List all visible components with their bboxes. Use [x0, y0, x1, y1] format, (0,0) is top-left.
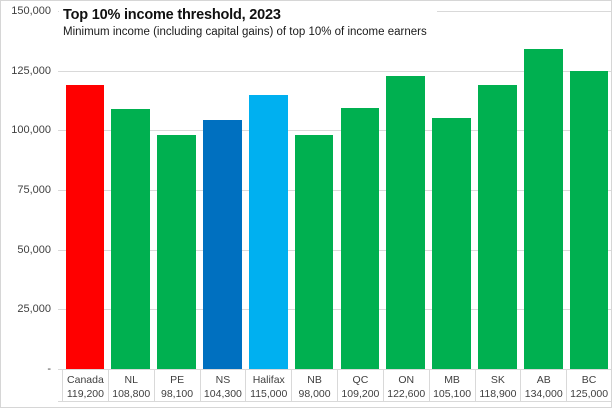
category-value: 109,200 — [341, 388, 380, 400]
category-value: 108,800 — [112, 388, 151, 400]
label-strip-bottom-line — [58, 401, 611, 402]
gridline — [58, 309, 611, 310]
category-name: Canada — [67, 374, 104, 386]
y-axis-tick-label: 100,000 — [11, 124, 51, 136]
x-axis-label-sk: SK 118,900 — [474, 370, 521, 401]
x-axis-label-qc: QC 109,200 — [337, 370, 383, 401]
x-axis-label-on: ON 122,600 — [382, 370, 429, 401]
category-name: ON — [398, 374, 415, 386]
x-axis-label-nb: NB 98,000 — [291, 370, 337, 401]
bar-mb — [432, 118, 471, 369]
category-name: PE — [170, 374, 185, 386]
bar-sk — [478, 85, 517, 369]
y-axis-tick-label: 25,000 — [17, 303, 51, 315]
x-axis-label-ns: NS 104,300 — [199, 370, 246, 401]
gridline — [58, 130, 611, 131]
bar-nb — [294, 135, 334, 369]
category-name: AB — [536, 374, 551, 386]
category-value: 119,200 — [66, 388, 104, 400]
category-name: QC — [352, 374, 369, 386]
bar-pe — [157, 134, 196, 369]
gridline — [58, 190, 611, 191]
y-axis-tick-label: - — [47, 363, 51, 375]
y-axis-tick-label: 150,000 — [11, 5, 51, 17]
x-axis-label-bc: BC 125,000 — [566, 370, 611, 401]
gridline — [58, 250, 611, 251]
category-value: 98,100 — [161, 388, 194, 400]
x-axis-label-mb: MB 105,100 — [428, 370, 475, 401]
chart-title: Top 10% income threshold, 2023 — [63, 7, 281, 23]
category-value: 125,000 — [570, 388, 609, 400]
bar-canada — [65, 84, 105, 369]
title-block: Top 10% income threshold, 2023 Minimum i… — [59, 5, 437, 42]
category-value: 104,300 — [203, 388, 242, 400]
x-axis-label-ab: AB 134,000 — [520, 370, 566, 401]
category-value: 105,100 — [433, 388, 472, 400]
category-name: BC — [581, 374, 597, 386]
category-name: Halifax — [252, 374, 285, 386]
category-value: 118,900 — [479, 388, 517, 400]
x-axis-label-nl: NL 108,800 — [107, 370, 154, 401]
category-value: 134,000 — [524, 388, 563, 400]
category-name: NL — [124, 374, 138, 386]
x-axis-label-halifax: Halifax 115,000 — [245, 370, 291, 401]
category-name: NB — [307, 374, 322, 386]
bar-qc — [340, 108, 380, 369]
bar-ab — [523, 49, 563, 369]
category-name: MB — [444, 374, 460, 386]
category-value: 122,600 — [387, 388, 426, 400]
bar-ns — [203, 120, 242, 369]
x-axis-label-pe: PE 98,100 — [153, 370, 200, 401]
bar-halifax — [248, 94, 288, 369]
x-axis-label-canada: Canada 119,200 — [62, 370, 108, 401]
x-axis-line — [58, 369, 611, 370]
gridline — [58, 71, 611, 72]
category-value: 98,000 — [298, 388, 331, 400]
bar-on — [386, 76, 426, 369]
chart-subtitle: Minimum income (including capital gains)… — [63, 26, 427, 38]
y-axis-tick-label: 125,000 — [11, 65, 51, 77]
y-axis-tick-label: 50,000 — [17, 244, 51, 256]
bar-bc — [569, 70, 609, 369]
category-value: 115,000 — [250, 388, 288, 400]
y-axis-tick-label: 75,000 — [17, 184, 51, 196]
category-name: NS — [215, 374, 231, 386]
bar-nl — [111, 109, 151, 369]
category-name: SK — [490, 374, 505, 386]
